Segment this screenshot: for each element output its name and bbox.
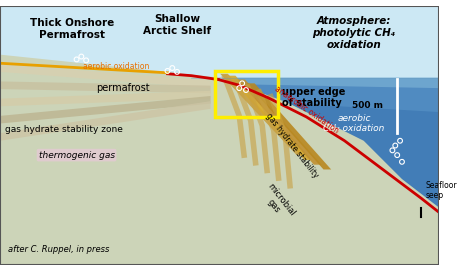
- Text: Atmosphere:
photolytic CH₄
oxidation: Atmosphere: photolytic CH₄ oxidation: [313, 16, 396, 50]
- Text: gas hydrate stability zone: gas hydrate stability zone: [5, 125, 123, 134]
- Text: Seafloor
seep: Seafloor seep: [426, 181, 458, 200]
- Text: thermogenic gas: thermogenic gas: [39, 151, 115, 160]
- Text: gas hydrate stability: gas hydrate stability: [264, 111, 320, 180]
- Text: Thick Onshore
Permafrost: Thick Onshore Permafrost: [30, 18, 114, 40]
- Polygon shape: [191, 78, 439, 112]
- Text: upper edge
of stability: upper edge of stability: [282, 87, 346, 108]
- Polygon shape: [191, 78, 439, 88]
- Text: after C. Ruppel, in press: after C. Ruppel, in press: [8, 245, 109, 254]
- Polygon shape: [247, 83, 331, 169]
- Text: Shallow
Arctic Shelf: Shallow Arctic Shelf: [143, 14, 211, 36]
- Polygon shape: [0, 101, 211, 141]
- Text: permafrost: permafrost: [96, 83, 149, 93]
- Text: anaerobic oxidation: anaerobic oxidation: [273, 85, 340, 136]
- Text: aerobic
CH₄ oxidation: aerobic CH₄ oxidation: [324, 114, 385, 133]
- Polygon shape: [0, 96, 211, 124]
- Polygon shape: [0, 55, 439, 265]
- Text: aerobic oxidation: aerobic oxidation: [83, 62, 150, 71]
- Polygon shape: [228, 76, 312, 160]
- Text: 500 m: 500 m: [352, 101, 383, 110]
- Polygon shape: [0, 81, 211, 93]
- Text: microbial
gas: microbial gas: [258, 182, 297, 224]
- Bar: [215, 71, 278, 117]
- Polygon shape: [0, 64, 211, 88]
- Polygon shape: [220, 74, 304, 155]
- Polygon shape: [0, 91, 211, 106]
- Polygon shape: [237, 79, 322, 165]
- Polygon shape: [191, 78, 439, 265]
